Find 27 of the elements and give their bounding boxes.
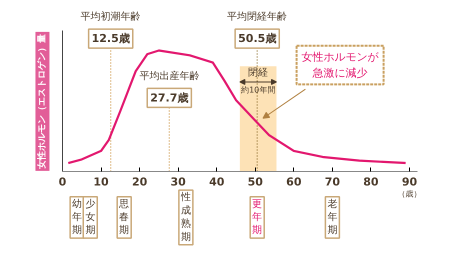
text: 少女期 (85, 198, 96, 236)
ref-line-label: 12.5歳 (92, 32, 130, 46)
annotation: 約10年間 (241, 86, 276, 95)
y-axis-title: 女性ホルモン（エストロゲン）量 (36, 34, 48, 170)
x-tick-label: 0 (58, 176, 67, 188)
band-label: 閉経 (248, 67, 268, 78)
text: 平均初潮年齢 (80, 10, 141, 23)
x-tick-label: 40 (209, 176, 225, 188)
x-axis-title: （歳） (398, 190, 422, 199)
x-tick-label: 20 (132, 176, 148, 188)
x-tick-label: 80 (363, 176, 379, 188)
text: 幼年期 (72, 198, 82, 236)
ref-line-label: 50.5歳 (238, 32, 276, 46)
text: 更年期 (252, 198, 262, 236)
x-tick-label: 90 (402, 176, 418, 188)
x-tick-label: 30 (170, 176, 186, 188)
x-tick-label: 70 (324, 176, 340, 188)
x-tick-label: 10 (93, 176, 110, 188)
ref-line-label: 27.7歳 (150, 91, 188, 104)
annotation: 女性ホルモンが急激に減少 (302, 50, 380, 80)
text: 老年期 (327, 198, 338, 236)
text: 思春期 (118, 198, 130, 236)
annotation: 平均出産年齢 (139, 70, 200, 82)
text: 平均閉経年齢 (227, 10, 288, 23)
text: 性成熟期 (180, 191, 191, 243)
x-tick-label: 50 (248, 176, 264, 188)
x-tick-label: 60 (286, 176, 302, 188)
